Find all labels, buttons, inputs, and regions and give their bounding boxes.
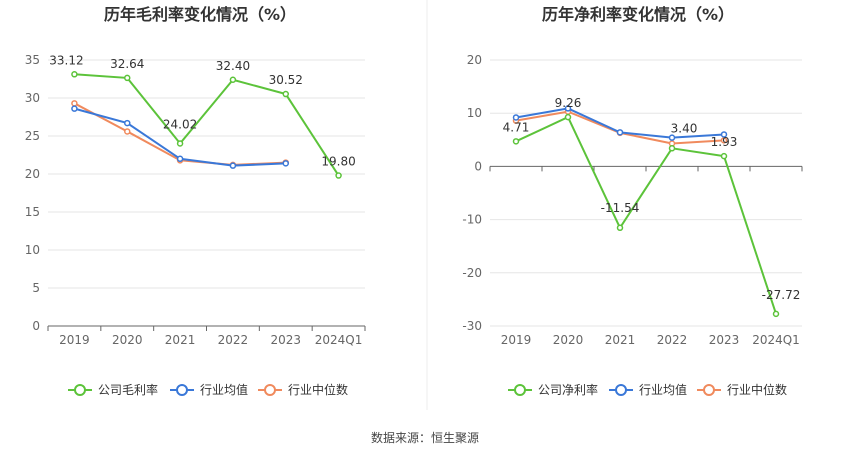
y-tick-label: -20 [462,266,482,280]
y-tick-label: 30 [25,91,40,105]
series-point [512,114,520,121]
series-point [282,90,289,98]
legend-swatch-marker [74,384,86,396]
series-point [71,105,78,112]
x-tick-label: 2023 [709,333,740,347]
series-point [720,137,728,144]
data-label: 1.93 [711,135,738,149]
series-point [720,131,728,138]
series-point [668,145,676,152]
y-tick-label: -30 [462,319,482,333]
x-tick-label: 2021 [165,333,196,347]
gross-margin-chart: 历年毛利率变化情况（%） 0 5 10 15 20 25 30 35 2019 2020 2021 20… [25,5,366,397]
data-label: 32.40 [216,59,250,73]
y-tick-label: 25 [25,129,40,143]
series-point [335,172,342,179]
y-tick-label: 10 [467,106,482,120]
series-point [229,162,237,169]
net-margin-chart: 历年净利率变化情况（%） -30 -20 -10 0 10 20 2019 2020 2021 20… [462,5,803,397]
y-tick-label: 20 [467,53,482,67]
x-tick-label: 2019 [501,333,532,347]
series-point [124,128,131,135]
x-tick-label: 2024Q1 [315,333,363,347]
y-tick-label: -10 [462,213,482,227]
legend-swatch-marker [615,384,627,396]
series-point [124,74,131,82]
x-tick-label: 2022 [657,333,688,347]
series-point [564,113,572,121]
data-label: -27.72 [762,288,801,302]
x-tick-label: 2021 [605,333,636,347]
data-label: 19.80 [321,155,355,169]
series-point [229,76,237,84]
series-point [512,138,520,145]
chart-title: 历年净利率变化情况（%） [542,5,734,24]
data-label: 24.02 [163,117,197,131]
x-tick-label: 2019 [59,333,90,347]
legend-label: 行业均值 [200,382,248,397]
legend-swatch-marker [264,384,276,396]
legend-swatch-marker [514,384,526,396]
y-tick-label: 0 [474,159,482,173]
legend-label: 公司毛利率 [98,382,158,397]
legend-swatch-marker [703,384,715,396]
series-point [282,160,289,167]
data-label: 32.64 [110,57,144,71]
x-tick-label: 2023 [270,333,301,347]
x-tick-label: 2020 [553,333,584,347]
y-tick-label: 10 [25,243,40,257]
x-tick-label: 2020 [112,333,143,347]
data-label: 9.26 [555,96,582,110]
legend-label: 行业均值 [639,382,687,397]
data-label: 30.52 [269,73,303,87]
series-point [71,71,78,78]
legend-label: 行业中位数 [727,382,787,397]
x-tick-label: 2022 [218,333,249,347]
series-point [71,100,78,107]
series-point [720,152,728,160]
series-point [124,119,131,127]
source-note: 数据来源：恒生聚源 [371,430,479,445]
series-point [616,129,624,136]
series-point [176,155,184,163]
y-tick-label: 20 [25,167,40,181]
y-tick-label: 15 [25,205,40,219]
legend-label: 公司净利率 [538,382,598,397]
series-point [564,105,572,112]
series-point [772,310,780,318]
legend-label: 行业中位数 [288,382,348,397]
series-point [616,224,624,232]
y-tick-label: 35 [25,53,40,67]
y-tick-label: 0 [32,319,40,333]
y-tick-label: 5 [32,281,40,295]
chart-title: 历年毛利率变化情况（%） [104,5,296,24]
data-label: -11.54 [601,201,640,215]
data-label: 3.40 [671,121,698,135]
legend-swatch-marker [176,384,188,396]
x-tick-label: 2024Q1 [752,333,800,347]
data-label: 4.71 [503,120,530,134]
series-point [668,134,676,141]
series-point [176,140,184,147]
series-line [515,115,777,315]
series-line [74,73,340,177]
data-label: 33.12 [49,53,83,67]
